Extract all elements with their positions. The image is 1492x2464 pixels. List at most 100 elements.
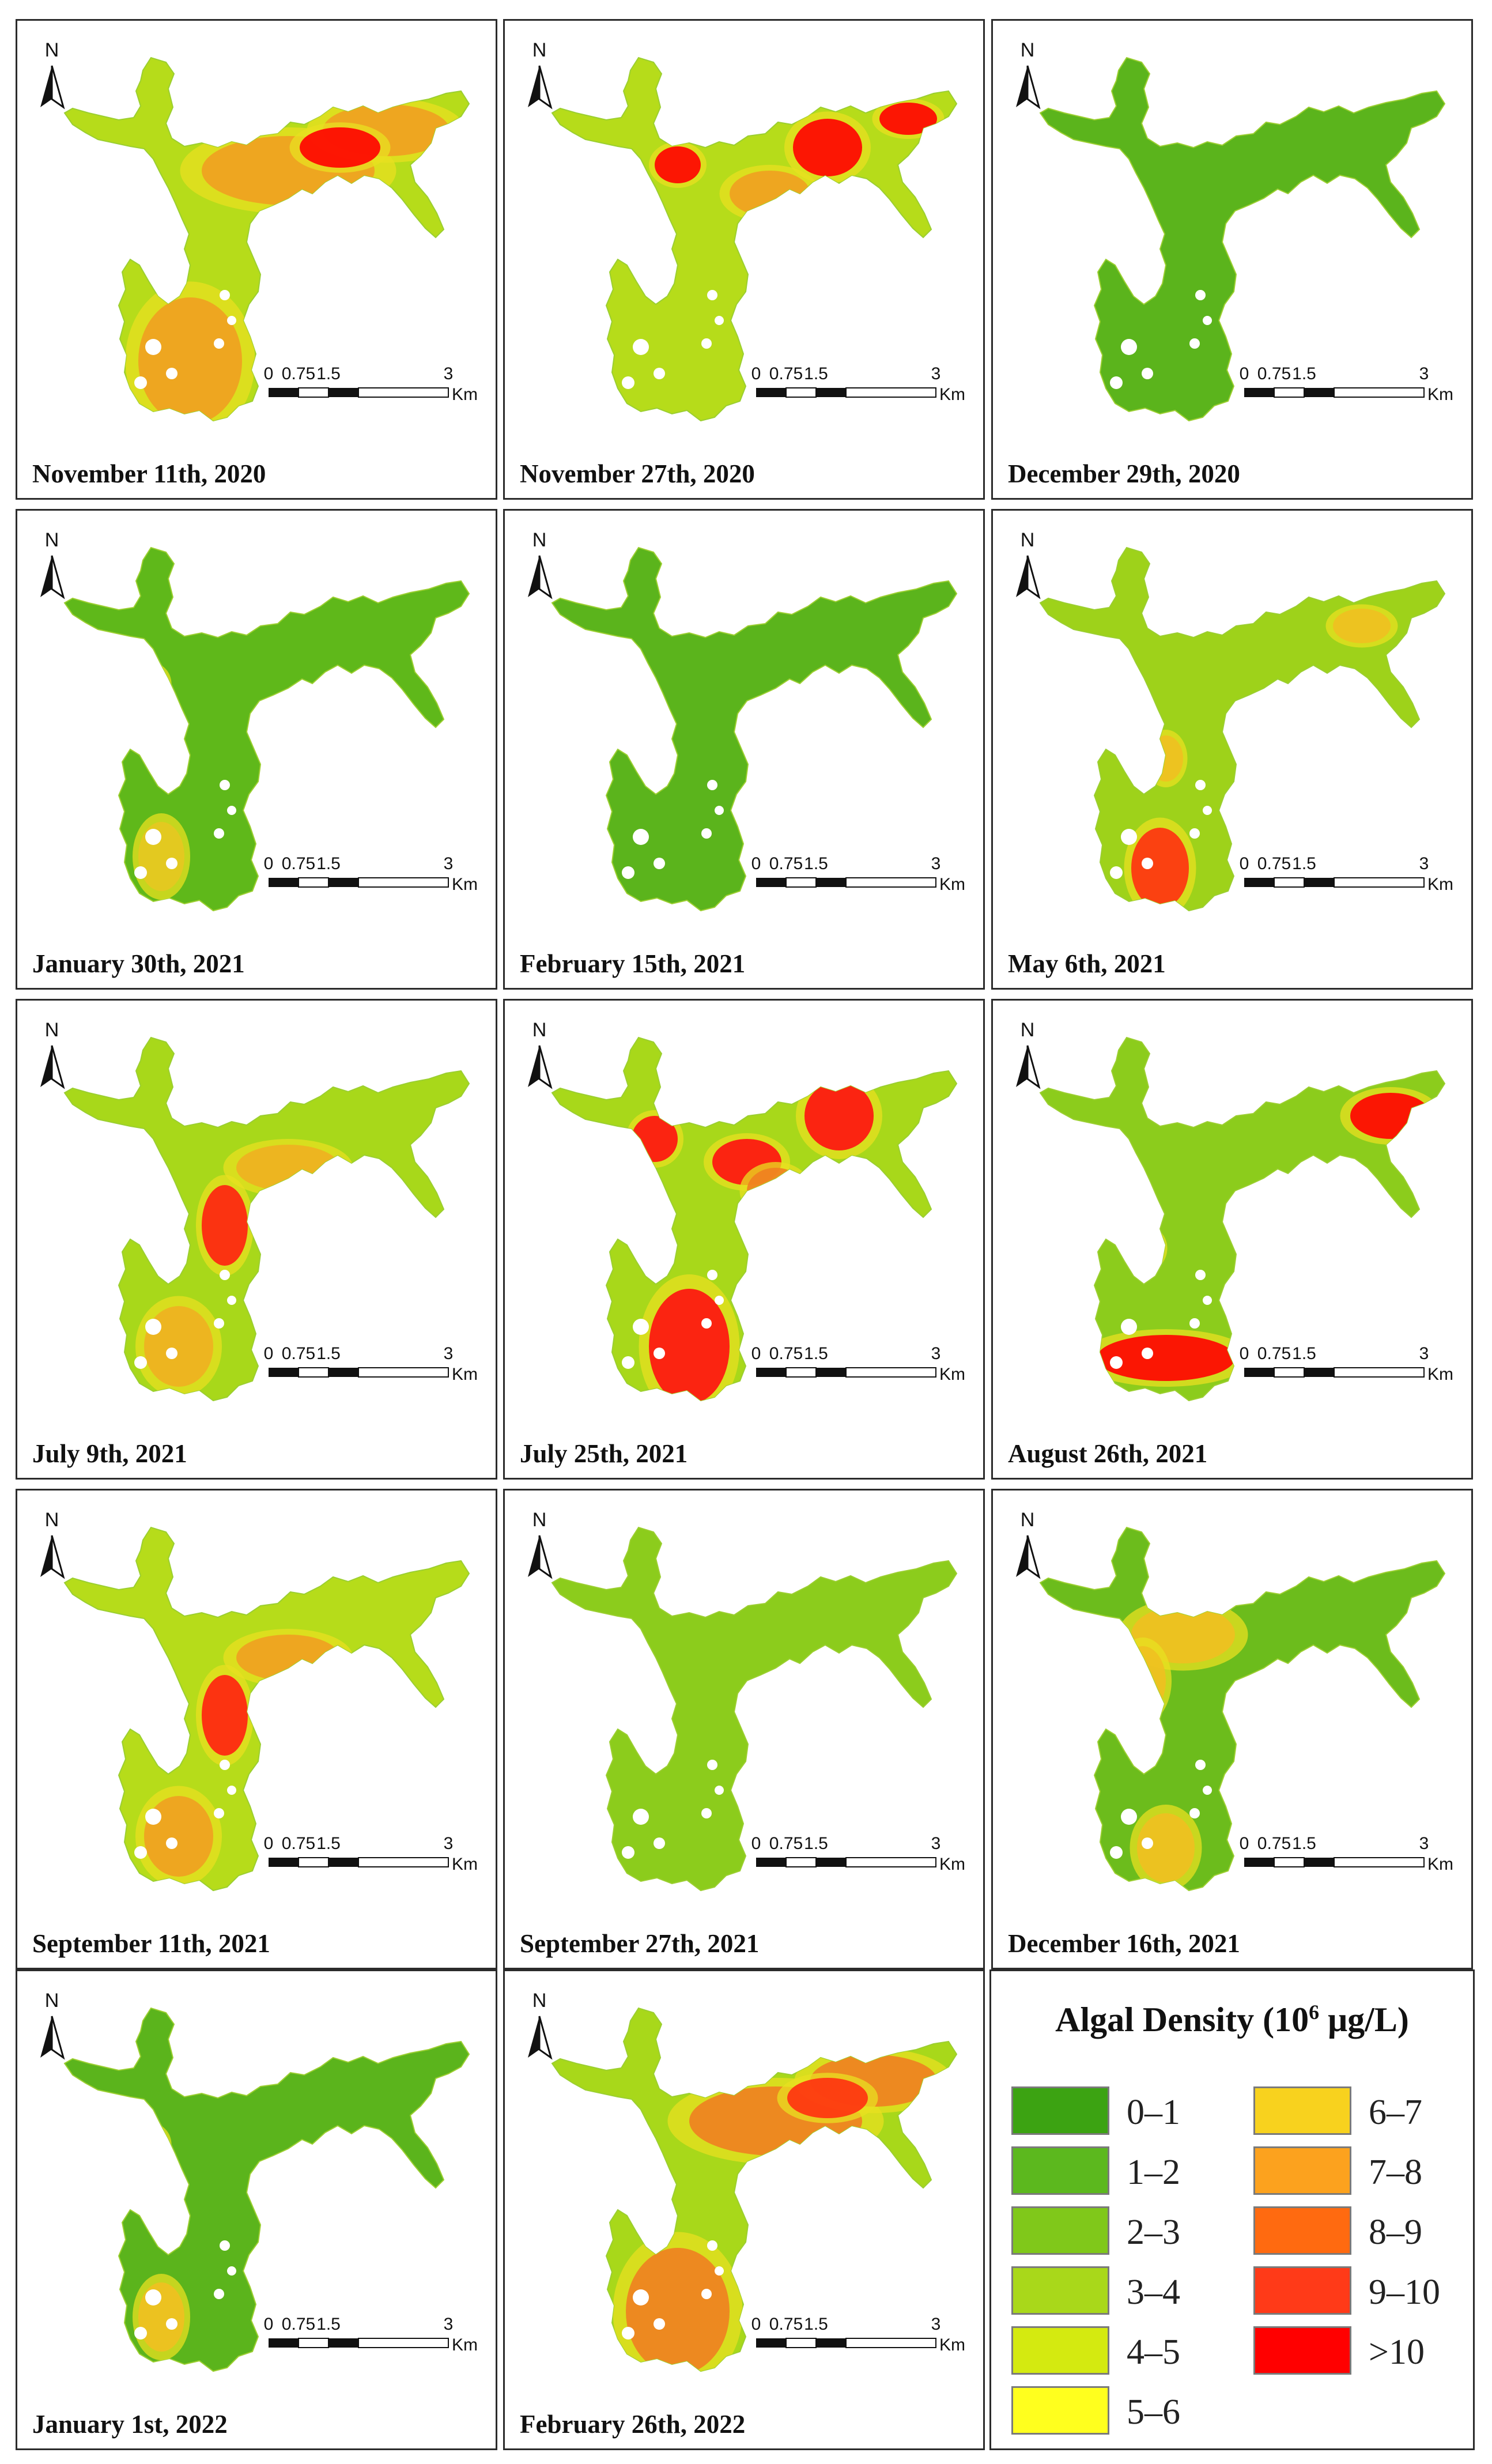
map-panel-4: N 0 0.75 1.5 3 Km January 30th, 2021 xyxy=(16,509,497,990)
bloom-patch-1 xyxy=(1333,609,1391,643)
map-svg: N 0 0.75 1.5 3 Km xyxy=(528,1509,965,1893)
bloom-halo-0 xyxy=(932,1642,953,1674)
scale-tick-0: 0 xyxy=(751,364,761,383)
legend-panel: Algal Density (106 μg/L) 0–1 1–2 2–3 3–4 4–5… xyxy=(989,1969,1475,2450)
scale-tick-1: 0.75 xyxy=(769,2315,803,2334)
island-2 xyxy=(134,376,147,389)
lake-water xyxy=(1039,1036,1446,1402)
bloom-patch-0 xyxy=(202,1185,248,1266)
scale-tick-3: 3 xyxy=(931,854,941,873)
scale-tick-0: 0 xyxy=(751,1834,761,1853)
scale-bar: 0 0.75 1.5 3 Km xyxy=(264,854,478,894)
bloom-halo-0 xyxy=(932,662,953,694)
scale-bar: 0 0.75 1.5 3 Km xyxy=(751,1344,965,1384)
scale-tick-3: 3 xyxy=(931,364,941,383)
north-label: N xyxy=(45,39,59,61)
map-svg: N 0 0.75 1.5 3 Km xyxy=(528,529,965,913)
map-svg: N 0 0.75 1.5 3 Km xyxy=(1016,39,1453,423)
north-label: N xyxy=(45,1509,59,1531)
lake-water xyxy=(551,546,958,912)
legend-label: 2–3 xyxy=(1127,2213,1180,2252)
island-6 xyxy=(649,1884,658,1893)
island-2 xyxy=(622,1356,634,1369)
scale-tick-2: 1.5 xyxy=(1292,1344,1316,1363)
island-3 xyxy=(220,780,230,790)
bloom-patch-0 xyxy=(1131,828,1189,908)
island-1 xyxy=(166,2318,177,2330)
bloom-overlay xyxy=(932,1642,953,1674)
island-6 xyxy=(161,1884,171,1893)
island-6 xyxy=(161,904,171,913)
scale-unit: Km xyxy=(452,875,478,894)
legend-swatch xyxy=(1011,2086,1109,2135)
island-1 xyxy=(166,368,177,379)
panel-date: January 30th, 2021 xyxy=(32,949,245,978)
scale-bar: 0 0.75 1.5 3 Km xyxy=(751,364,965,404)
island-6 xyxy=(649,414,658,423)
legend-label: 0–1 xyxy=(1127,2093,1180,2132)
north-label: N xyxy=(45,1990,59,2012)
legend-swatch xyxy=(1011,2206,1109,2255)
island-2 xyxy=(622,376,634,389)
map-svg: N 0 0.75 1.5 3 Km xyxy=(528,39,965,423)
scale-tick-2: 1.5 xyxy=(804,2315,828,2334)
island-2 xyxy=(134,1356,147,1369)
scale-unit: Km xyxy=(452,385,478,404)
north-arrow-icon: N xyxy=(40,1990,65,2060)
map-svg: N 0 0.75 1.5 3 Km xyxy=(1016,1019,1453,1403)
island-4 xyxy=(1203,806,1212,815)
scale-tick-3: 3 xyxy=(931,1344,941,1363)
bloom-overlay xyxy=(1124,604,1398,911)
island-4 xyxy=(1203,1786,1212,1795)
scale-unit: Km xyxy=(939,1855,965,1874)
north-arrow-icon: N xyxy=(40,39,65,110)
island-5 xyxy=(701,2289,712,2299)
map-panel-12: N 0 0.75 1.5 3 Km December 16th, 2021 xyxy=(991,1489,1473,1969)
island-5 xyxy=(701,338,712,349)
island-5 xyxy=(701,1808,712,1818)
legend-swatch xyxy=(1011,2146,1109,2195)
bloom-patch-1 xyxy=(793,119,862,176)
bloom-patch-0 xyxy=(1423,175,1439,201)
north-arrow-icon: N xyxy=(40,1509,65,1579)
scale-tick-3: 3 xyxy=(1419,1344,1429,1363)
bloom-halo-0 xyxy=(1421,172,1441,204)
island-5 xyxy=(1189,1808,1200,1818)
bloom-overlay xyxy=(932,662,953,694)
island-6 xyxy=(161,414,171,423)
north-arrow-icon: N xyxy=(528,1509,553,1579)
bloom-patch-0 xyxy=(202,1675,248,1756)
north-label: N xyxy=(532,39,547,61)
island-5 xyxy=(1189,828,1200,839)
scale-unit: Km xyxy=(1427,1855,1453,1874)
map-panel-11: N 0 0.75 1.5 3 Km September 27th, 2021 xyxy=(503,1489,985,1969)
island-6 xyxy=(649,904,658,913)
scale-bar: 0 0.75 1.5 3 Km xyxy=(264,364,478,404)
map-svg: N 0 0.75 1.5 3 Km xyxy=(40,529,478,913)
bloom-patch-2 xyxy=(649,1289,730,1401)
island-4 xyxy=(1203,1296,1212,1305)
scale-tick-1: 0.75 xyxy=(769,364,803,383)
lake-shape xyxy=(1039,56,1446,422)
scale-tick-0: 0 xyxy=(264,1344,274,1363)
bloom-halo-1 xyxy=(128,2122,172,2166)
scale-bar: 0 0.75 1.5 3 Km xyxy=(1240,854,1453,894)
panel-date: November 27th, 2020 xyxy=(520,459,755,488)
scale-tick-0: 0 xyxy=(1240,854,1249,873)
panel-date: May 6th, 2021 xyxy=(1008,949,1166,978)
north-arrow-icon: N xyxy=(528,39,553,110)
island-5 xyxy=(214,2289,224,2299)
island-6 xyxy=(161,2364,171,2374)
scale-tick-3: 3 xyxy=(444,364,454,383)
bloom-patch-1 xyxy=(236,1145,340,1191)
bloom-patch-3 xyxy=(787,2078,868,2118)
scale-tick-1: 0.75 xyxy=(1257,854,1291,873)
scale-tick-3: 3 xyxy=(444,1834,454,1853)
bloom-patch-1 xyxy=(133,2127,167,2161)
legend-label: 4–5 xyxy=(1127,2333,1180,2372)
legend-label: 3–4 xyxy=(1127,2273,1180,2312)
north-label: N xyxy=(1021,1509,1035,1531)
scale-tick-0: 0 xyxy=(264,364,274,383)
scale-tick-3: 3 xyxy=(1419,1834,1429,1853)
island-2 xyxy=(134,866,147,879)
